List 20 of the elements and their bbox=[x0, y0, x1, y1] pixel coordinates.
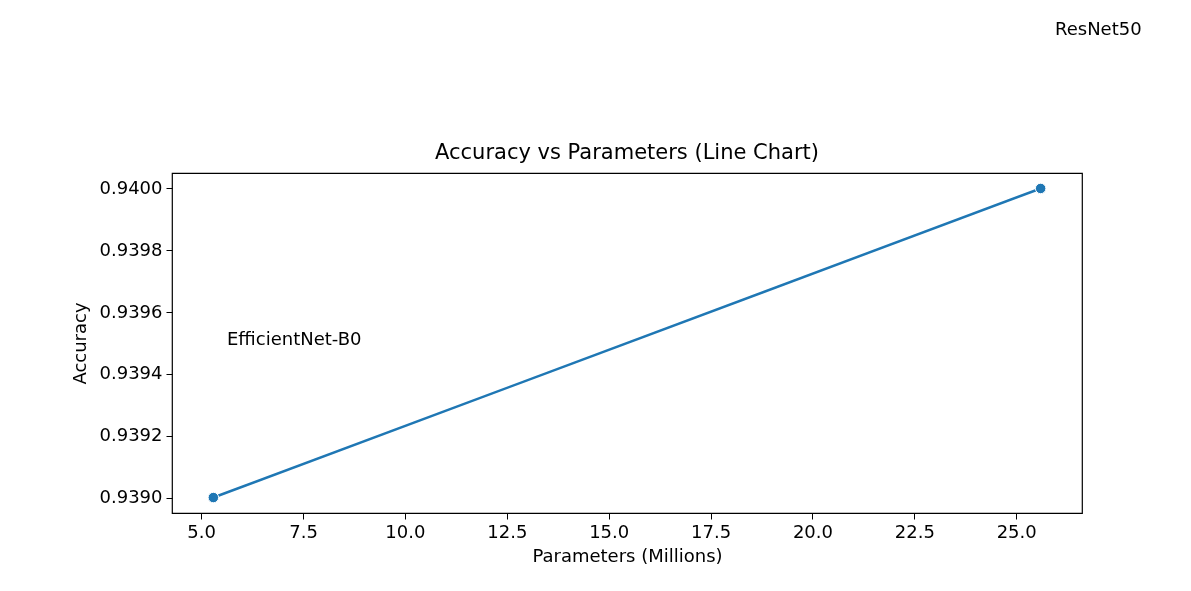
x-tick-label: 7.5 bbox=[289, 520, 318, 542]
y-tick-label: 0.9396 bbox=[99, 300, 163, 322]
x-axis-title: Parameters (Millions) bbox=[532, 544, 723, 566]
y-tick-label: 0.9398 bbox=[99, 238, 163, 260]
y-tick-label: 0.9392 bbox=[99, 424, 163, 446]
annotation: EfficientNet-B0 bbox=[227, 328, 362, 349]
x-tick-label: 17.5 bbox=[691, 520, 732, 542]
x-tick-label: 5.0 bbox=[187, 520, 216, 542]
x-tick-label: 12.5 bbox=[487, 520, 528, 542]
x-tick-label: 25.0 bbox=[996, 520, 1037, 542]
x-tick-label: 15.0 bbox=[589, 520, 630, 542]
x-tick-label: 20.0 bbox=[792, 520, 833, 542]
y-tick-label: 0.9390 bbox=[99, 486, 163, 508]
chart-title: Accuracy vs Parameters (Line Chart) bbox=[435, 140, 819, 164]
y-axis-title: Accuracy bbox=[68, 302, 90, 385]
y-tick-label: 0.9394 bbox=[99, 362, 163, 384]
y-tick-label: 0.9400 bbox=[99, 176, 163, 198]
x-tick-label: 10.0 bbox=[385, 520, 426, 542]
x-tick-label: 22.5 bbox=[894, 520, 935, 542]
text: ResNet50 bbox=[1055, 18, 1142, 39]
